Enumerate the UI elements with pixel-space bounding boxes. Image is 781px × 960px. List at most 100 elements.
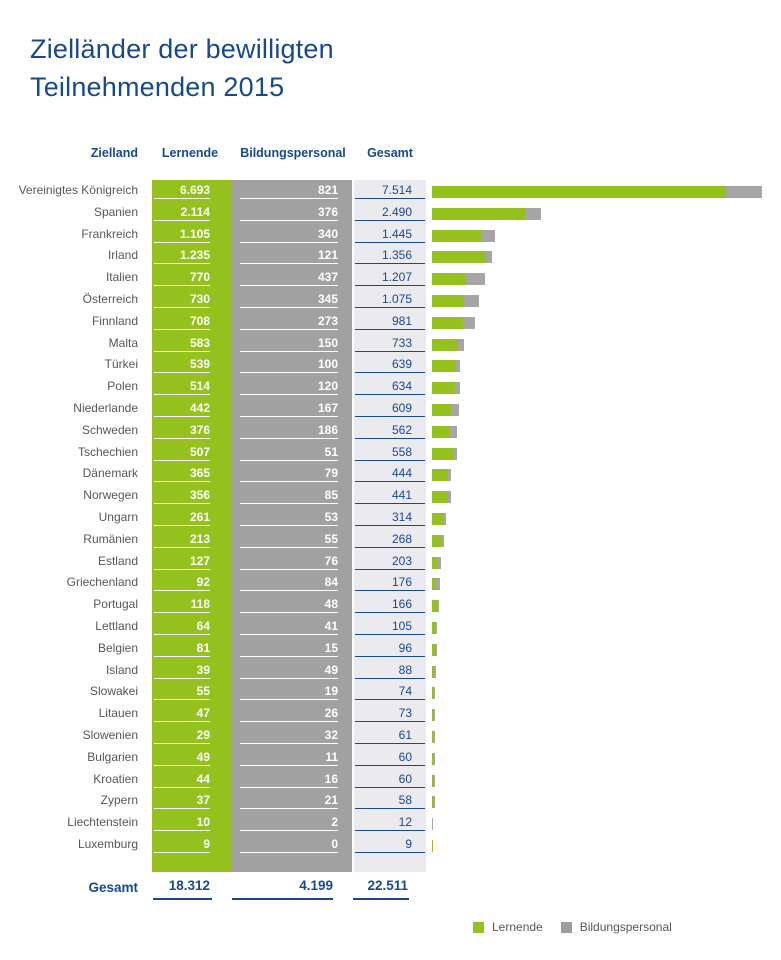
total-gesamt-value: 22.511	[353, 878, 409, 900]
table-row: Vereinigtes Königreich 6.693 821 7.514	[0, 181, 781, 203]
country-label: Schweden	[81, 422, 138, 437]
lernende-value: 514	[154, 378, 210, 396]
bildungspersonal-value: 340	[240, 226, 338, 243]
stacked-bar	[432, 774, 435, 787]
bildungspersonal-bar-segment	[434, 687, 436, 700]
stacked-bar	[432, 469, 452, 482]
country-label: Frankreich	[81, 226, 138, 241]
lernende-value: 1.105	[154, 226, 210, 243]
bildungspersonal-bar-segment	[443, 512, 446, 525]
gesamt-value: 7.514	[355, 182, 425, 199]
lernende-bar-segment	[432, 643, 436, 656]
country-label: Irland	[107, 248, 138, 263]
bildungspersonal-bar-segment	[435, 643, 437, 656]
country-label: Rumänien	[83, 531, 138, 546]
gesamt-value: 268	[355, 531, 425, 548]
stacked-bar	[432, 294, 480, 307]
lernende-value: 47	[154, 705, 210, 723]
lernende-bar-segment	[432, 338, 458, 351]
lernende-bar-segment	[432, 186, 726, 198]
total-bildungspersonal-value: 4.199	[232, 878, 333, 900]
bildungspersonal-value: 48	[240, 596, 338, 614]
gesamt-column-background	[354, 180, 426, 872]
total-row: Gesamt 18.312 4.199 22.511	[0, 878, 781, 904]
stacked-bar	[432, 382, 460, 395]
table-row: Griechenland 92 84 176	[0, 573, 781, 595]
legend: Lernende Bildungspersonal	[473, 920, 690, 934]
lernende-value: 118	[154, 596, 210, 614]
stacked-bar	[432, 556, 441, 569]
bildungspersonal-bar-segment	[486, 251, 492, 264]
bildungspersonal-bar-segment	[465, 273, 485, 286]
lernende-value: 365	[154, 465, 210, 483]
lernende-value: 730	[154, 291, 210, 308]
lernende-value: 442	[154, 400, 210, 417]
lernende-value: 6.693	[154, 182, 210, 199]
bildungspersonal-bar-segment	[437, 600, 440, 613]
table-row: Schweden 376 186 562	[0, 421, 781, 443]
gesamt-value: 441	[355, 487, 425, 505]
col-header-gesamt: Gesamt	[367, 146, 413, 160]
table-row: Luxemburg 9 0 9	[0, 835, 781, 857]
gesamt-value: 1.075	[355, 291, 425, 308]
country-label: Dänemark	[82, 466, 138, 481]
bildungspersonal-value: 186	[240, 422, 338, 439]
country-label: Finnland	[91, 313, 138, 328]
country-label: Türkei	[104, 357, 138, 372]
gesamt-value: 2.490	[355, 204, 425, 221]
bildungspersonal-value: 19	[240, 683, 338, 701]
bildungspersonal-value: 121	[240, 247, 338, 265]
lernende-value: 1.235	[154, 247, 210, 265]
bildungspersonal-value: 437	[240, 269, 338, 287]
gesamt-value: 609	[355, 400, 425, 417]
bildungspersonal-bar-segment	[447, 491, 452, 504]
bildungspersonal-bar-segment	[441, 534, 444, 547]
gesamt-value: 444	[355, 465, 425, 483]
col-header-lernende: Lernende	[161, 146, 219, 160]
table-row: Slowenien 29 32 61	[0, 726, 781, 748]
gesamt-value: 1.445	[355, 226, 425, 243]
bildungspersonal-bar-segment	[436, 578, 440, 591]
country-label: Slowakei	[89, 684, 138, 699]
bildungspersonal-value: 53	[240, 509, 338, 526]
stacked-bar	[432, 512, 446, 525]
legend-item-lernende: Lernende	[473, 920, 543, 934]
bildungspersonal-legend-swatch-icon	[560, 921, 572, 933]
stacked-bar	[432, 730, 435, 743]
lernende-value: 127	[154, 553, 210, 570]
lernende-bar-segment	[432, 730, 434, 743]
country-label: Lettland	[95, 618, 138, 633]
table-row: Malta 583 150 733	[0, 334, 781, 356]
stacked-bar	[432, 251, 492, 264]
bildungspersonal-bar-segment	[434, 621, 437, 634]
bildungspersonal-value: 76	[240, 553, 338, 570]
table-row: Lettland 64 41 105	[0, 617, 781, 639]
gesamt-value: 639	[355, 356, 425, 374]
stacked-bar	[432, 665, 436, 678]
total-row-label: Gesamt	[88, 880, 138, 895]
bildungspersonal-value: 21	[240, 792, 338, 810]
lernende-bar-segment	[432, 621, 435, 634]
stacked-bar	[432, 796, 435, 809]
stacked-bar	[432, 752, 435, 765]
bildungspersonal-bar-segment	[455, 360, 461, 373]
country-label: Belgien	[97, 640, 138, 655]
stacked-bar	[432, 360, 461, 373]
lernende-value: 81	[154, 640, 210, 657]
legend-item-bildungspersonal: Bildungspersonal	[560, 920, 672, 934]
table-row: Estland 127 76 203	[0, 552, 781, 574]
table-row: Island 39 49 88	[0, 661, 781, 683]
lernende-bar-segment	[432, 556, 438, 569]
lernende-bar-segment	[432, 425, 449, 438]
country-label: Griechenland	[66, 575, 138, 590]
country-label: Niederlande	[73, 400, 138, 415]
stacked-bar	[432, 316, 476, 329]
country-label: Norwegen	[83, 488, 138, 503]
lernende-value: 376	[154, 422, 210, 439]
lernende-value: 213	[154, 531, 210, 548]
bildungspersonal-bar-segment	[433, 665, 436, 678]
bildungspersonal-value: 32	[240, 727, 338, 744]
stacked-bar	[432, 600, 440, 613]
gesamt-value: 105	[355, 618, 425, 635]
